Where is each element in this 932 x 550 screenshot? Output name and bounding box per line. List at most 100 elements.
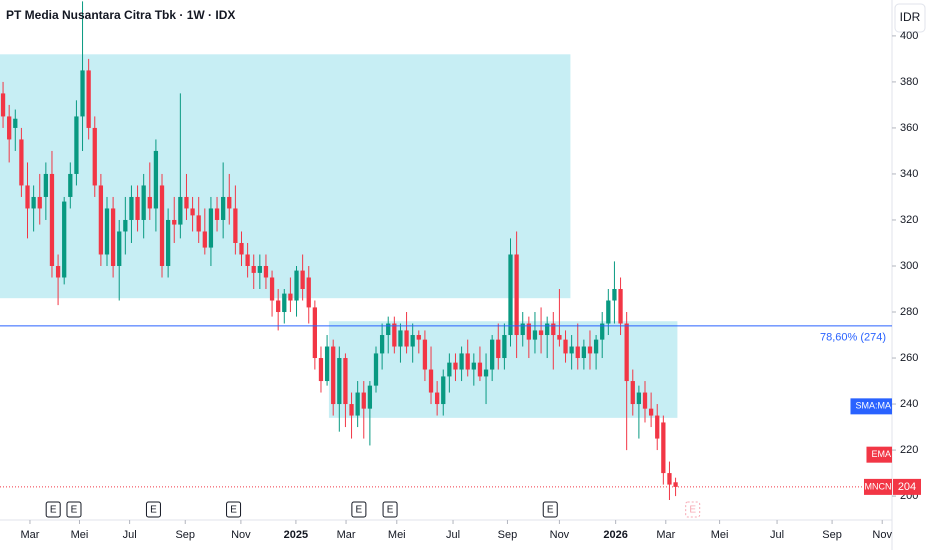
y-tick-label: 240 <box>900 398 918 410</box>
event-marker <box>45 501 61 518</box>
candle-body <box>13 118 18 128</box>
candle-body <box>86 70 91 128</box>
x-tick-label: Mei <box>71 529 89 541</box>
event-marker <box>145 501 161 518</box>
x-tick-label: Sep <box>822 529 842 541</box>
candle-body <box>624 323 629 382</box>
candle-body <box>600 323 605 340</box>
event-marker <box>382 501 398 518</box>
candle-body <box>62 201 67 278</box>
event-label: E <box>230 505 237 516</box>
candle-body <box>19 139 24 186</box>
candle-body <box>98 185 104 255</box>
candle-body <box>410 335 415 347</box>
candle-body <box>667 473 672 485</box>
candle-body <box>337 358 342 405</box>
y-tick-label: 400 <box>900 30 918 42</box>
candle-body <box>202 231 207 248</box>
candle-body <box>276 300 281 313</box>
candle-body <box>416 335 421 340</box>
indicator-label: EMA <box>871 449 891 459</box>
candle-body <box>441 376 446 405</box>
candle-body <box>135 196 140 220</box>
candle-body <box>612 289 617 301</box>
candle-body <box>557 335 562 340</box>
candle-body <box>575 346 580 359</box>
candle-body <box>129 196 134 220</box>
price-symbol: MNCN <box>865 481 892 491</box>
x-tick-label: Mei <box>388 529 406 541</box>
zone <box>0 54 571 299</box>
currency-label[interactable]: IDR <box>900 10 921 24</box>
x-tick-label: Sep <box>498 529 518 541</box>
candle-body <box>655 415 660 439</box>
event-label: E <box>150 505 157 516</box>
candle-body <box>43 173 48 197</box>
plot-area <box>0 1 678 500</box>
candle-body <box>551 323 556 336</box>
candle-body <box>196 215 201 232</box>
candle-body <box>526 323 531 340</box>
indicator-tag <box>866 446 892 463</box>
candle-body <box>630 381 635 405</box>
candle-body <box>190 208 195 216</box>
x-tick-label: Mei <box>711 529 729 541</box>
candle-body <box>300 270 305 290</box>
candle-body <box>55 265 61 278</box>
candle-body <box>459 353 464 370</box>
event-label: E <box>689 505 696 516</box>
candle-body <box>141 185 146 220</box>
candle-body <box>221 196 226 220</box>
candle-body <box>673 482 678 487</box>
candle-body <box>593 339 599 354</box>
candle-body <box>606 300 611 324</box>
currency-button[interactable] <box>894 3 926 33</box>
candle-body <box>355 392 360 416</box>
x-tick-label: Jul <box>446 529 460 541</box>
x-tick-label: Mar <box>337 529 356 541</box>
event-marker <box>66 501 82 518</box>
y-tick-label: 280 <box>900 306 918 318</box>
price-tag <box>864 478 892 495</box>
chart-title: PT Media Nusantara Citra Tbk · 1W · IDX <box>6 8 235 22</box>
candle-body <box>636 392 642 405</box>
candle-body <box>184 196 189 209</box>
candle-body <box>80 70 85 117</box>
candle-body <box>7 116 12 140</box>
candle-body <box>37 196 42 209</box>
candle-body <box>563 339 568 354</box>
x-tick-label: Jul <box>123 529 137 541</box>
candle-body <box>165 219 171 266</box>
candle-body <box>74 116 79 174</box>
y-tick-label: 360 <box>900 122 918 134</box>
candle-body <box>208 208 214 248</box>
candle-body <box>545 323 550 336</box>
candle-body <box>642 392 648 409</box>
candle-body <box>349 404 354 416</box>
candle-body <box>288 293 293 301</box>
candle-body <box>465 353 470 370</box>
candle-body <box>447 362 452 377</box>
event-marker <box>351 501 367 518</box>
candle-body <box>343 358 348 405</box>
candle-body <box>25 185 30 209</box>
candle-body <box>153 150 159 209</box>
indicator-tag <box>850 398 892 415</box>
candle-body <box>373 353 379 386</box>
price-tag <box>893 478 921 495</box>
candle-body <box>569 346 574 354</box>
candle-body <box>324 346 330 382</box>
event-label: E <box>356 505 363 516</box>
candle-body <box>0 93 6 117</box>
candle-body <box>490 339 495 370</box>
event-marker <box>226 501 242 518</box>
level-label: 78,60% (274) <box>820 332 886 344</box>
candle-body <box>404 330 409 347</box>
indicator-label: SMA:MA <box>855 401 891 411</box>
candle-body <box>502 335 507 359</box>
candle-body <box>269 277 275 301</box>
candle-body <box>422 339 428 370</box>
candle-body <box>123 219 128 232</box>
candle-body <box>581 346 587 359</box>
candle-body <box>661 422 666 474</box>
